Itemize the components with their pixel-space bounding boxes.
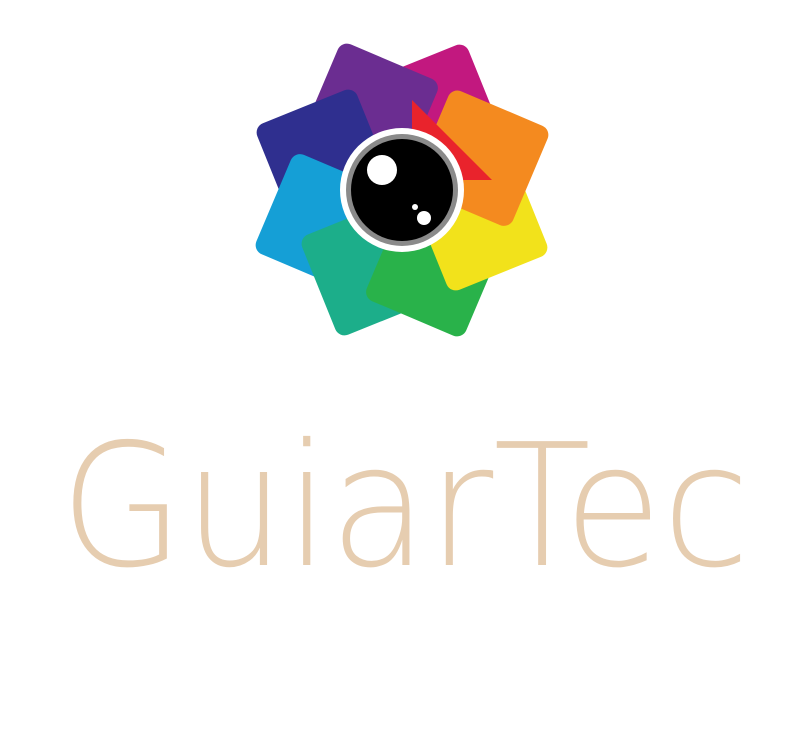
- logo-icon: [255, 43, 549, 337]
- brand-name: GuiarTec: [60, 408, 750, 606]
